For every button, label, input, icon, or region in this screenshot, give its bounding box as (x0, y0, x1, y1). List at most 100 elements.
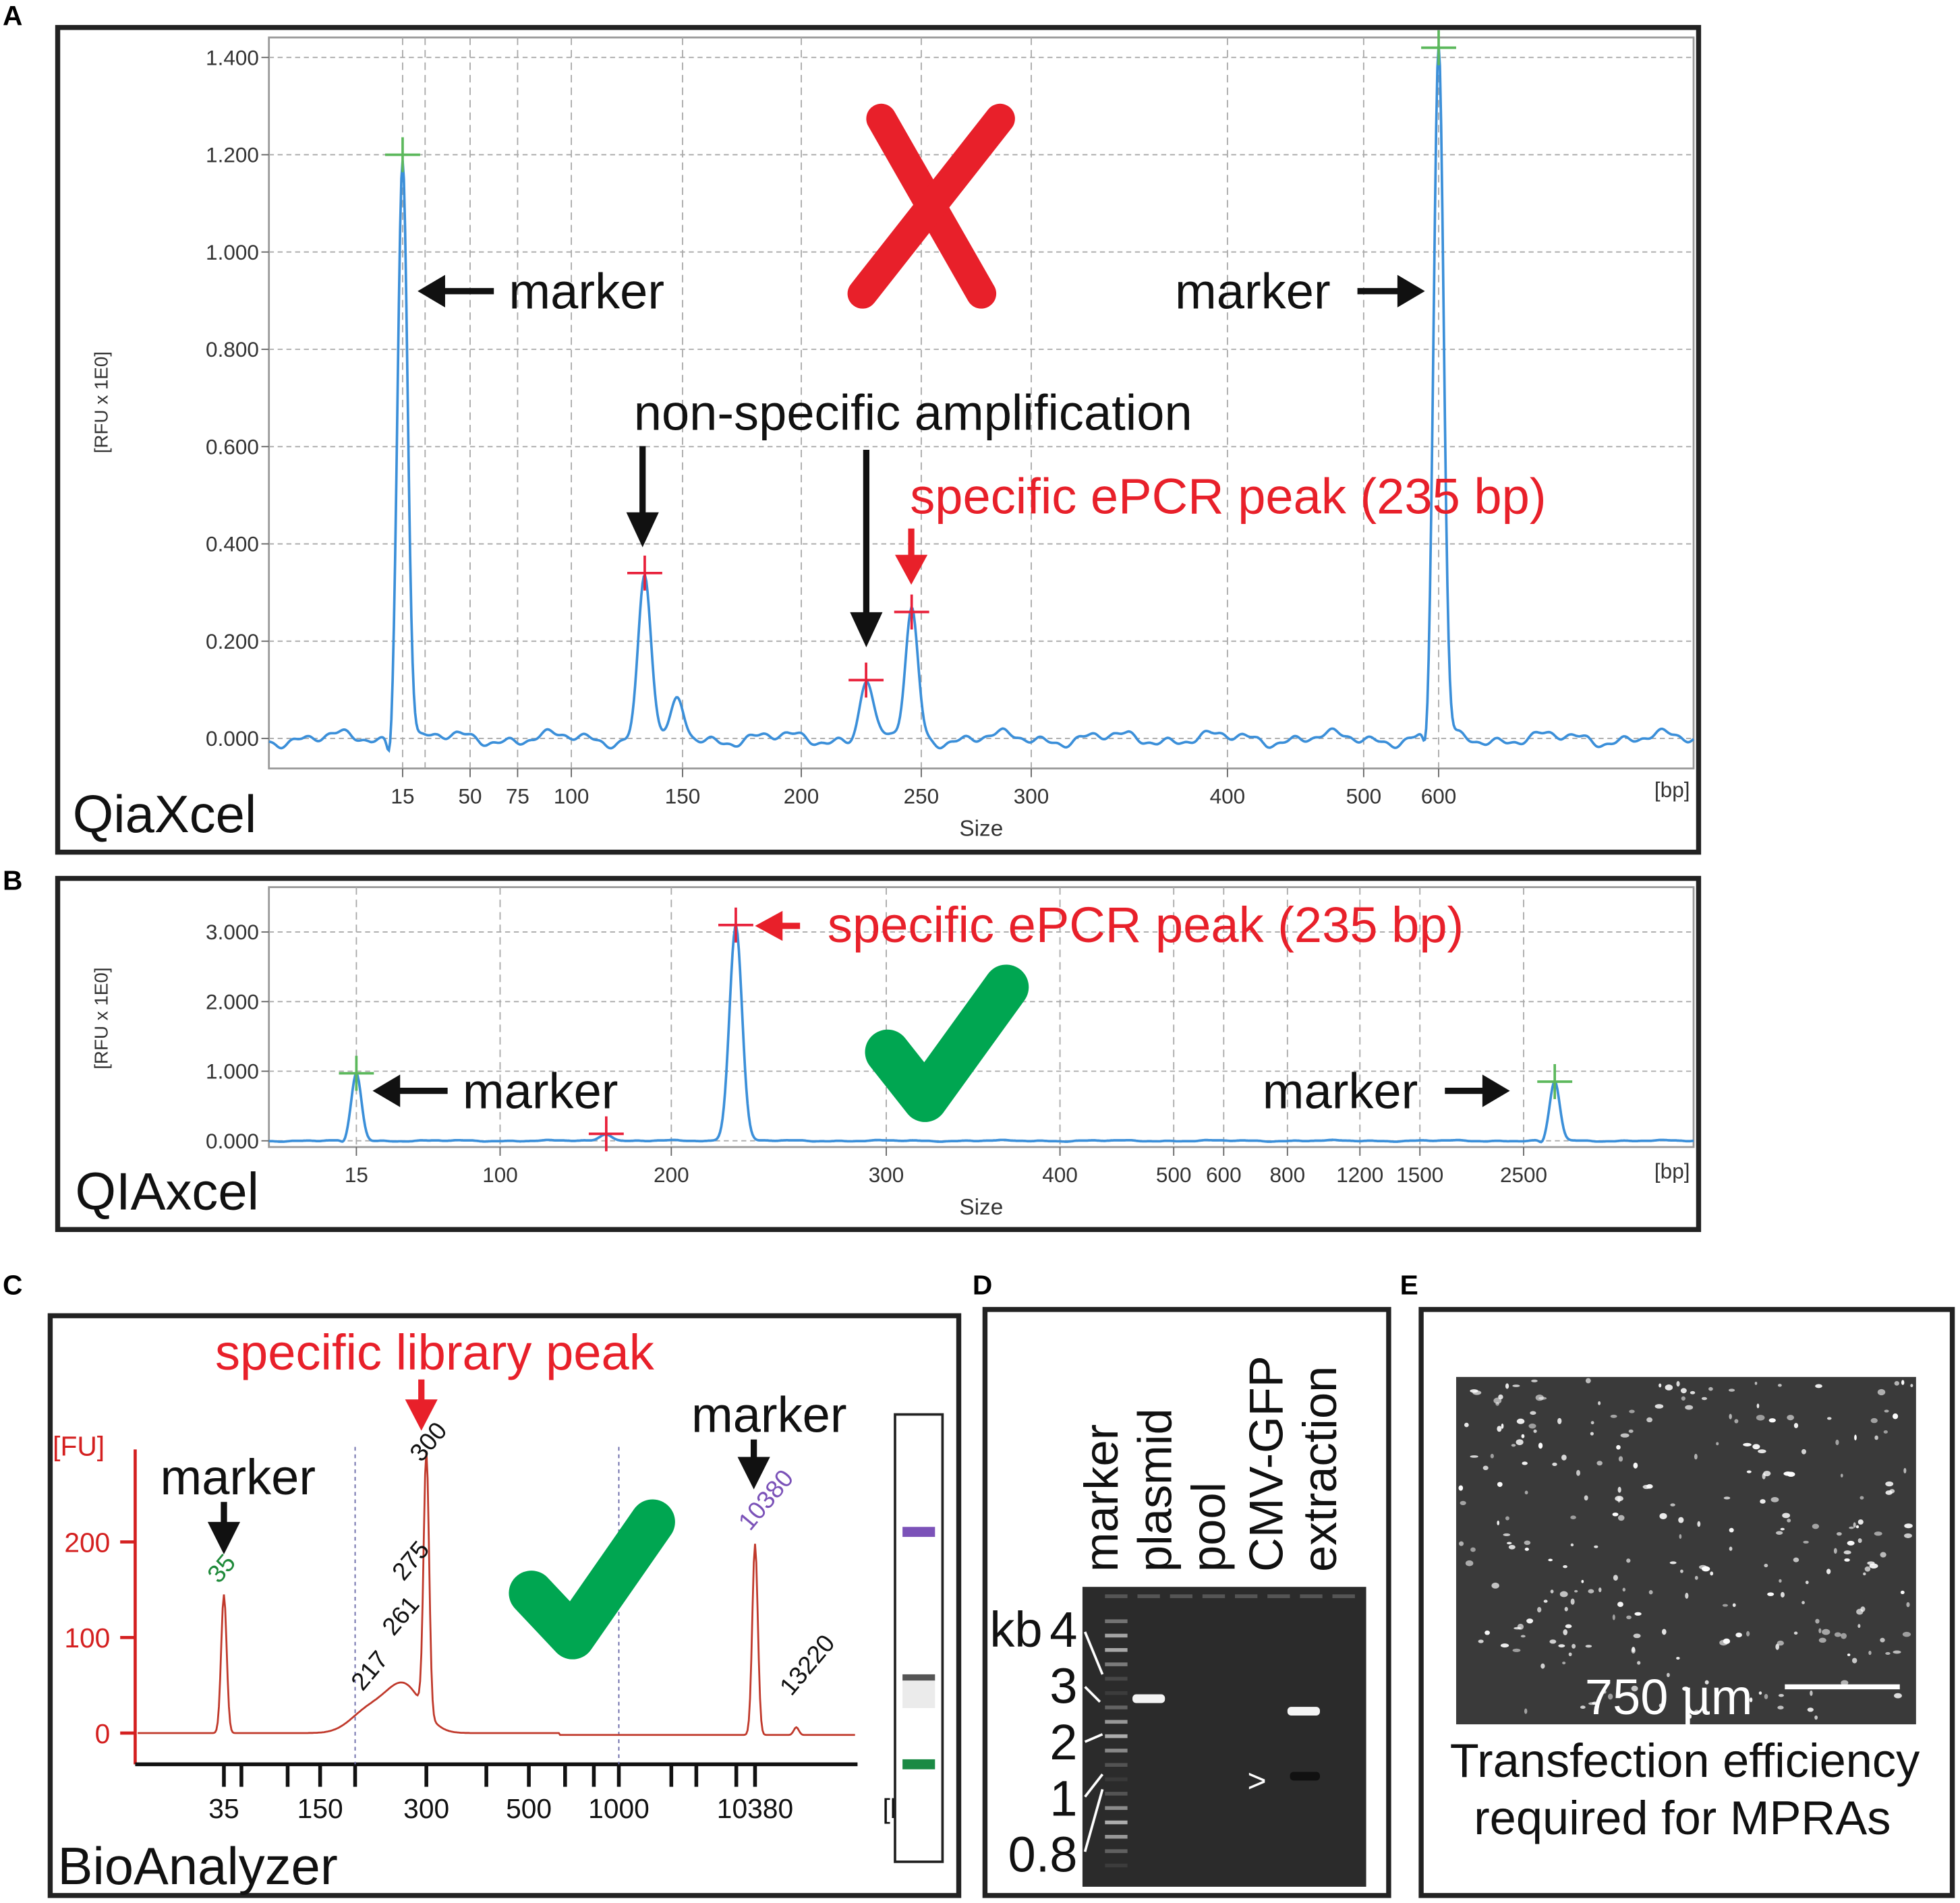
cell (1857, 1519, 1864, 1525)
x-axis-label-b: Size (959, 1195, 1003, 1220)
cell (1690, 1390, 1696, 1395)
well (1332, 1594, 1355, 1598)
cell (1631, 1647, 1636, 1654)
check-mark-icon (509, 1499, 675, 1660)
cell (1490, 1453, 1494, 1459)
gel-image (1082, 1587, 1366, 1887)
cell (1752, 1444, 1760, 1450)
cmv-gfp-band-upper (1287, 1707, 1320, 1716)
well (1234, 1594, 1258, 1598)
cell (1516, 1439, 1524, 1446)
panel-c: [FU] 0 100 200 35 150 300 500 1000 10380 35 217 2… (47, 1313, 962, 1898)
cell (1694, 1453, 1698, 1460)
cell (1841, 1633, 1847, 1639)
trace-a (268, 45, 1695, 753)
cell (1807, 1707, 1814, 1712)
well (1105, 1594, 1128, 1598)
cell (1574, 1589, 1578, 1593)
cell (1764, 1563, 1768, 1568)
peak-label: 10380 (732, 1464, 799, 1535)
arrow-specific-a (895, 528, 928, 585)
cell (1603, 1690, 1607, 1694)
x-tick-label: 100 (482, 1163, 518, 1187)
x-ticks-a: 15 50 75 100 150 200 250 300 400 500 600 (391, 768, 1456, 808)
cell (1616, 1444, 1621, 1450)
specific-label-b: specific ePCR peak (235 bp) (828, 897, 1464, 953)
cell (1904, 1523, 1913, 1529)
cell (1562, 1662, 1566, 1665)
cell (1856, 1608, 1864, 1615)
cell (1524, 1548, 1529, 1551)
y-tick-label: 2.000 (206, 989, 259, 1014)
x-tick-label: 500 (506, 1793, 552, 1824)
x-tick-label: 250 (904, 784, 940, 808)
y-axis-label-b: [RFU x 1E0] (91, 967, 112, 1069)
gel-lane-band-library (902, 1674, 935, 1681)
cell (1507, 1542, 1512, 1545)
cell (1464, 1422, 1469, 1428)
cell (1617, 1515, 1625, 1521)
x-unit-a: [bp] (1654, 778, 1690, 802)
cell (1815, 1618, 1820, 1624)
cell (1590, 1432, 1594, 1436)
size-label-4kb: 4 (1049, 1602, 1077, 1658)
y-tick-label: 0.600 (206, 434, 259, 459)
cell (1780, 1527, 1785, 1531)
cell (1558, 1644, 1565, 1648)
cell (1570, 1543, 1574, 1547)
cell (1704, 1680, 1709, 1685)
cell (1902, 1631, 1911, 1637)
x-tick-label: 2500 (1500, 1163, 1547, 1187)
cell (1760, 1499, 1766, 1504)
cell (1880, 1637, 1885, 1643)
cell (1777, 1384, 1782, 1387)
cell (1548, 1558, 1553, 1562)
cell (1516, 1418, 1525, 1424)
cell (1777, 1640, 1784, 1646)
ladder-band (1105, 1806, 1128, 1810)
cell (1803, 1540, 1809, 1544)
ladder-band (1105, 1619, 1128, 1623)
cell (1847, 1540, 1855, 1546)
y-tick-label: 0.400 (206, 532, 259, 556)
cell (1822, 1629, 1831, 1635)
cell (1805, 1580, 1809, 1585)
cell (1596, 1461, 1603, 1466)
peak-label: 217 (345, 1645, 394, 1695)
arrow-nonspecific-2 (850, 450, 883, 647)
y-axis-label-c: [FU] (53, 1431, 105, 1462)
y-tick-label: 3.000 (206, 920, 259, 944)
cell (1618, 1456, 1623, 1462)
cell (1874, 1435, 1878, 1440)
lane-label-plasmid: plasmid (1128, 1408, 1181, 1572)
cell (1524, 1708, 1528, 1714)
cell (1847, 1653, 1851, 1656)
cell (1665, 1384, 1673, 1390)
y-tick-label: 0.200 (206, 629, 259, 653)
cell (1775, 1643, 1779, 1650)
ladder-band (1105, 1691, 1128, 1695)
cell (1528, 1424, 1536, 1429)
x-tick-label: 800 (1270, 1163, 1306, 1187)
cell (1787, 1415, 1794, 1421)
cell (1543, 1600, 1548, 1603)
cell (1708, 1386, 1713, 1391)
cell (1550, 1589, 1554, 1593)
peak-label: 275 (386, 1535, 434, 1585)
panel-e: 750 µm Transfection efficiency required … (1418, 1307, 1955, 1898)
cell (1756, 1415, 1765, 1421)
cell (1685, 1592, 1689, 1599)
cell (1894, 1381, 1900, 1386)
cell (1770, 1496, 1779, 1502)
lane-label-cmv-gfp: CMV-GFP (1239, 1355, 1292, 1572)
x-ticks-b: 15 100 200 300 400 500 600 800 1200 1500 2500 (345, 1146, 1547, 1187)
cell (1501, 1424, 1504, 1429)
panel-a-frame (55, 25, 1702, 855)
cell (1801, 1448, 1806, 1455)
cell (1564, 1606, 1568, 1612)
cell (1901, 1380, 1905, 1385)
well (1300, 1594, 1323, 1598)
cell (1584, 1495, 1588, 1501)
peak-label: 35 (202, 1548, 241, 1588)
x-tick-label: 10380 (717, 1793, 793, 1824)
